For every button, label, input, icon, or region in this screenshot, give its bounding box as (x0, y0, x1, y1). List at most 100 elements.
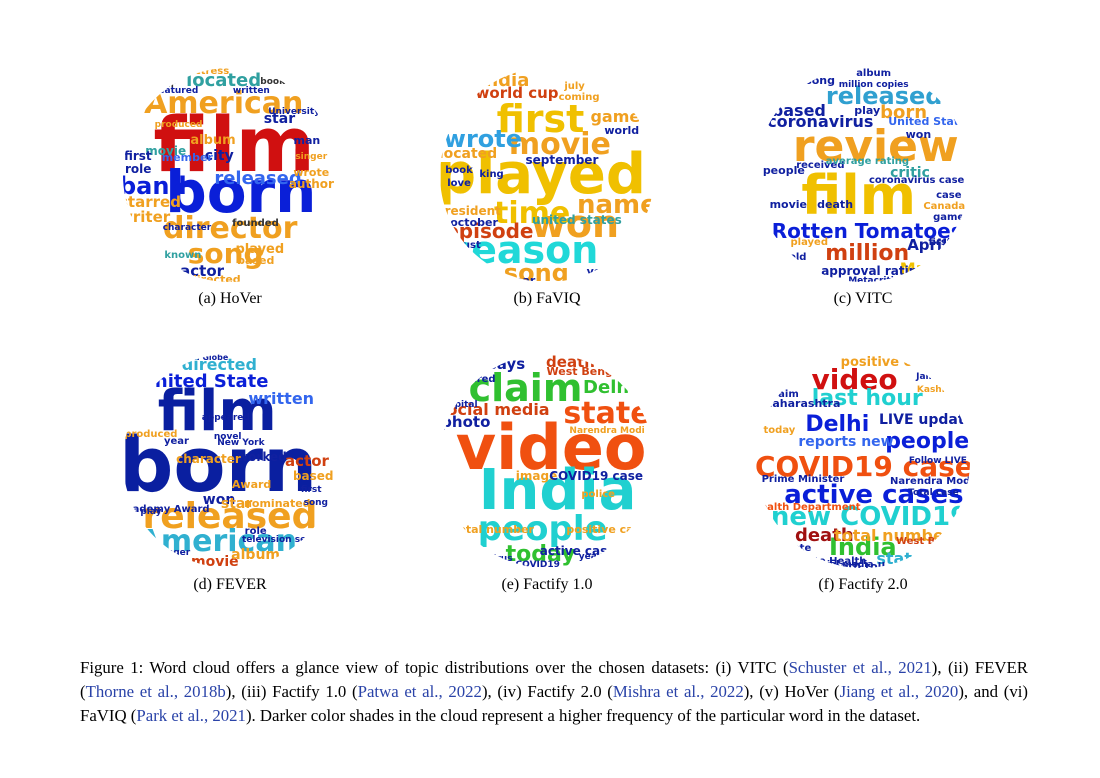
cloud-word: written (248, 388, 315, 408)
cloud-word: movie (769, 198, 808, 212)
cloud-word: known (164, 250, 202, 262)
cloud-word: series (480, 275, 515, 283)
cloud-word: year (164, 435, 189, 447)
cloud-word: play (140, 506, 162, 517)
cloud-word: album (190, 133, 236, 149)
cloud-word: state (876, 549, 923, 568)
cloud-word: American (137, 524, 297, 560)
cloud-word: born (165, 158, 317, 227)
cloud-word: April (907, 236, 948, 255)
cloud-word: West Bengal (895, 536, 967, 548)
cloud-word: Follow LIVE (908, 455, 967, 466)
cloud-word: death (794, 524, 854, 546)
caption-text: ), (iii) Factify 1.0 ( (225, 682, 358, 701)
cloud-word: state (563, 395, 651, 431)
cloud-word: based (292, 468, 334, 483)
cloud-word: today (505, 542, 576, 568)
cloud-word: March (899, 259, 956, 279)
panel-caption-vitc: (c) VITC (833, 290, 893, 307)
cloud-word: West Bengal (546, 364, 625, 378)
cloud-word: john (587, 273, 614, 282)
panel-factify1: video India claim people state today social me… (440, 354, 654, 604)
caption-text: ), (v) HoVer ( (743, 682, 840, 701)
cloud-word: played (235, 242, 285, 258)
cloud-word: featured (154, 86, 199, 97)
cloud-word: song (503, 259, 569, 282)
cloud-word: nominated (244, 497, 311, 511)
cloud-word: character (162, 223, 212, 233)
cloud-word: film (157, 378, 277, 444)
cloud-word: book (260, 77, 286, 88)
cloud-word: wrote (443, 124, 523, 153)
citation-link-hover[interactable]: Jiang et al., 2020 (839, 682, 959, 701)
cloud-word: october (450, 215, 498, 229)
cloud-word: American (144, 86, 304, 122)
cloud-word: new COVID19 (491, 560, 560, 568)
citation-link-factify1[interactable]: Patwa et al., 2022 (357, 682, 482, 701)
cloud-word: India (478, 457, 637, 523)
cloud-word: played (790, 237, 829, 249)
cloud-word: vote (786, 542, 812, 554)
cloud-word: coronavirus case (869, 175, 965, 187)
figure-label: Figure 1: (80, 658, 144, 677)
panel-caption-hover: (a) HoVer (198, 290, 262, 307)
cloud-word: song (303, 498, 328, 509)
cloud-word: won (202, 491, 236, 508)
panel-vitc: review film Rotten Tomatoes released million… (756, 68, 970, 318)
cloud-word: movie (191, 553, 239, 568)
panel-factify2: COVID19 case active cases new COVID19 video… (756, 354, 970, 604)
cloud-word: based (237, 254, 275, 268)
cloud-word: coronavirus (452, 553, 513, 564)
cloud-word: directed (181, 354, 257, 374)
cloud-word: case (936, 190, 962, 202)
cloud-word: reports new (798, 433, 894, 450)
cloud-word: Award (231, 478, 272, 492)
cloud-word: coming (558, 91, 600, 103)
cloud-word: written (232, 86, 270, 97)
cloud-word: role (244, 525, 267, 537)
cloud-word: star (263, 111, 296, 128)
cloud-word: active cases (784, 480, 964, 511)
cloud-word: total number (453, 522, 534, 536)
cloud-word: movie (145, 144, 187, 159)
cloud-word: role (124, 161, 152, 176)
cloud-word: Jammu (916, 372, 951, 383)
cloud-word: starred (123, 193, 181, 212)
cloud-word: band (123, 171, 187, 200)
cloud-word: july (564, 81, 585, 93)
cloud-word: approval rating (821, 264, 926, 279)
citation-link-factify2[interactable]: Mishra et al., 2022 (612, 682, 744, 701)
cloud-word: love (447, 177, 471, 189)
panel-caption-fever: (d) FEVER (193, 576, 267, 593)
panel-hover: film born American director song band released… (123, 68, 337, 318)
cloud-word: book (445, 164, 473, 176)
cloud-word: Metacritic (848, 276, 900, 283)
cloud-word: Golden Globe (167, 354, 229, 363)
cloud-word: member (161, 151, 213, 165)
cloud-word: author (288, 176, 334, 191)
panel-caption-faviq: (b) FaVIQ (513, 290, 581, 307)
cloud-word: produced (124, 429, 178, 441)
cloud-word: actress (188, 68, 230, 78)
cloud-word: album (856, 68, 892, 80)
word-cloud-factify2: COVID19 case active cases new COVID19 video… (756, 354, 970, 568)
citation-link-faviq[interactable]: Park et al., 2021 (136, 706, 246, 725)
cloud-word: total number (833, 525, 952, 545)
cloud-word: first (496, 97, 585, 142)
cloud-word: first (123, 148, 152, 163)
citation-link-fever[interactable]: Thorne et al., 2018b (85, 682, 226, 701)
cloud-word: received (796, 160, 845, 172)
cloud-word: director (163, 210, 298, 246)
cloud-word: shared (456, 373, 496, 385)
cloud-word: writer (123, 208, 171, 227)
figure-caption: Figure 1: Word cloud offers a glance vie… (80, 656, 1028, 728)
cloud-word: time (494, 195, 571, 231)
cloud-word: august (441, 239, 481, 251)
cloud-word: COVID19 case (756, 450, 970, 484)
cloud-word: released (214, 168, 302, 190)
cloud-word: united states (531, 212, 622, 227)
cloud-word: first (928, 237, 952, 249)
cloud-word: photo (441, 412, 491, 431)
cloud-word: us (476, 263, 498, 282)
citation-link-vitc[interactable]: Schuster et al., 2021 (788, 658, 932, 677)
